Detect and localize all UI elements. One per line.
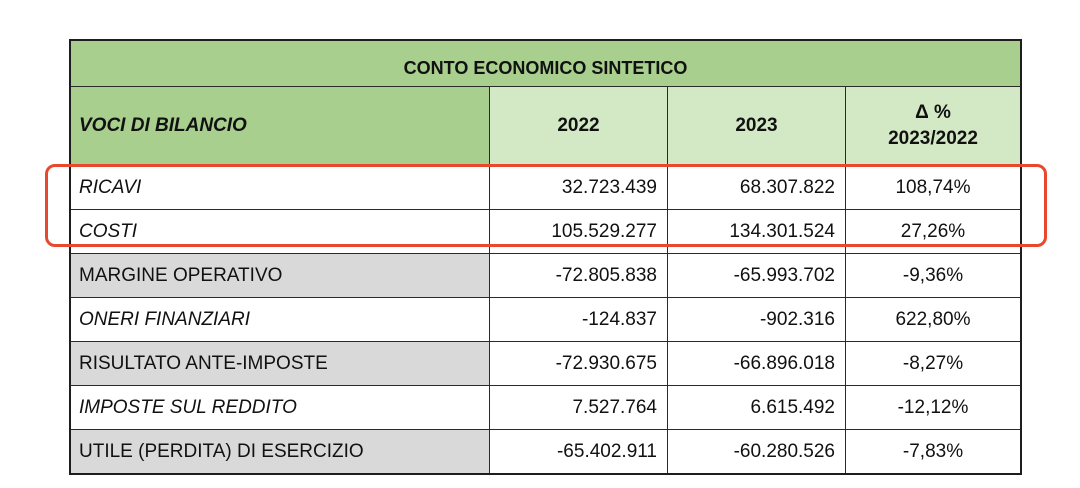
row-label: ONERI FINANZIARI: [79, 308, 251, 330]
header-delta-years: 2023/2022: [888, 128, 978, 149]
table-row-utile-di-esercizio: UTILE (PERDITA) DI ESERCIZIO -65.402.911…: [71, 429, 1020, 473]
table-row-costi: COSTI 105.529.277 134.301.524 27,26%: [71, 209, 1020, 253]
row-delta: -8,27%: [845, 342, 1020, 385]
row-value-2023: 6.615.492: [667, 386, 845, 429]
row-value-2023: -902.316: [667, 298, 845, 341]
table-row-oneri-finanziari: ONERI FINANZIARI -124.837 -902.316 622,8…: [71, 297, 1020, 341]
row-delta: 27,26%: [845, 210, 1020, 253]
row-label: RISULTATO ANTE-IMPOSTE: [79, 352, 328, 374]
row-delta: 108,74%: [845, 166, 1020, 209]
row-value-2022: -65.402.911: [489, 430, 667, 473]
row-value-2022: 105.529.277: [489, 210, 667, 253]
row-label: MARGINE OPERATIVO: [79, 264, 283, 286]
row-value-2022: -72.805.838: [489, 254, 667, 297]
header-year-2023: 2023: [667, 87, 845, 165]
row-delta: 622,80%: [845, 298, 1020, 341]
table-row-risultato-ante-imposte: RISULTATO ANTE-IMPOSTE -72.930.675 -66.8…: [71, 341, 1020, 385]
row-label: UTILE (PERDITA) DI ESERCIZIO: [79, 440, 364, 462]
table-title-row: CONTO ECONOMICO SINTETICO: [71, 41, 1020, 86]
row-value-2022: 7.527.764: [489, 386, 667, 429]
table-title: CONTO ECONOMICO SINTETICO: [403, 58, 688, 78]
header-delta: Δ % 2023/2022: [845, 87, 1020, 165]
row-value-2022: -124.837: [489, 298, 667, 341]
table-row-imposte-sul-reddito: IMPOSTE SUL REDDITO 7.527.764 6.615.492 …: [71, 385, 1020, 429]
row-value-2023: -60.280.526: [667, 430, 845, 473]
row-label: RICAVI: [79, 176, 142, 198]
row-value-2023: -66.896.018: [667, 342, 845, 385]
header-delta-symbol: Δ %: [915, 102, 951, 123]
income-statement-table: CONTO ECONOMICO SINTETICO VOCI DI BILANC…: [69, 39, 1022, 475]
table-header-row: VOCI DI BILANCIO 2022 2023 Δ % 2023/2022: [71, 86, 1020, 165]
row-value-2022: 32.723.439: [489, 166, 667, 209]
row-value-2023: 68.307.822: [667, 166, 845, 209]
row-label: IMPOSTE SUL REDDITO: [79, 396, 297, 418]
row-value-2022: -72.930.675: [489, 342, 667, 385]
row-delta: -9,36%: [845, 254, 1020, 297]
row-delta: -12,12%: [845, 386, 1020, 429]
header-year-2022: 2022: [489, 87, 667, 165]
table-row-ricavi: RICAVI 32.723.439 68.307.822 108,74%: [71, 165, 1020, 209]
row-label: COSTI: [79, 220, 138, 242]
row-value-2023: -65.993.702: [667, 254, 845, 297]
row-value-2023: 134.301.524: [667, 210, 845, 253]
table-row-margine-operativo: MARGINE OPERATIVO -72.805.838 -65.993.70…: [71, 253, 1020, 297]
row-delta: -7,83%: [845, 430, 1020, 473]
header-label: VOCI DI BILANCIO: [71, 87, 489, 165]
